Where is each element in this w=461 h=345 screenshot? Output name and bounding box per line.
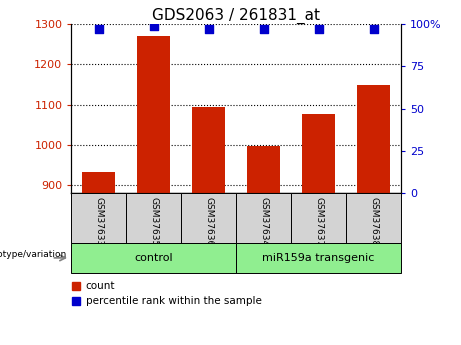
Bar: [346, 193, 401, 243]
Bar: [236, 243, 401, 273]
Text: GSM37636: GSM37636: [204, 197, 213, 246]
Bar: [126, 193, 181, 243]
Text: GSM37634: GSM37634: [259, 197, 268, 246]
Legend: count, percentile rank within the sample: count, percentile rank within the sample: [72, 281, 261, 306]
Text: GSM37638: GSM37638: [369, 197, 378, 246]
Point: [205, 27, 213, 32]
Bar: [181, 193, 236, 243]
Point: [150, 23, 158, 29]
Point: [370, 27, 377, 32]
Text: GSM37637: GSM37637: [314, 197, 323, 246]
Bar: [236, 193, 291, 243]
Point: [95, 27, 103, 32]
Bar: [192, 107, 225, 193]
Bar: [247, 146, 280, 193]
Bar: [302, 114, 335, 193]
Text: GSM37633: GSM37633: [95, 197, 103, 246]
Text: GSM37635: GSM37635: [149, 197, 159, 246]
Title: GDS2063 / 261831_at: GDS2063 / 261831_at: [152, 8, 320, 24]
Bar: [71, 193, 126, 243]
Bar: [291, 193, 346, 243]
Text: control: control: [135, 253, 173, 263]
Bar: [137, 36, 171, 193]
Point: [315, 27, 322, 32]
Point: [260, 27, 267, 32]
Bar: [83, 172, 115, 193]
Text: miR159a transgenic: miR159a transgenic: [262, 253, 375, 263]
Bar: [71, 243, 236, 273]
Text: genotype/variation: genotype/variation: [0, 250, 67, 259]
Bar: [357, 85, 390, 193]
